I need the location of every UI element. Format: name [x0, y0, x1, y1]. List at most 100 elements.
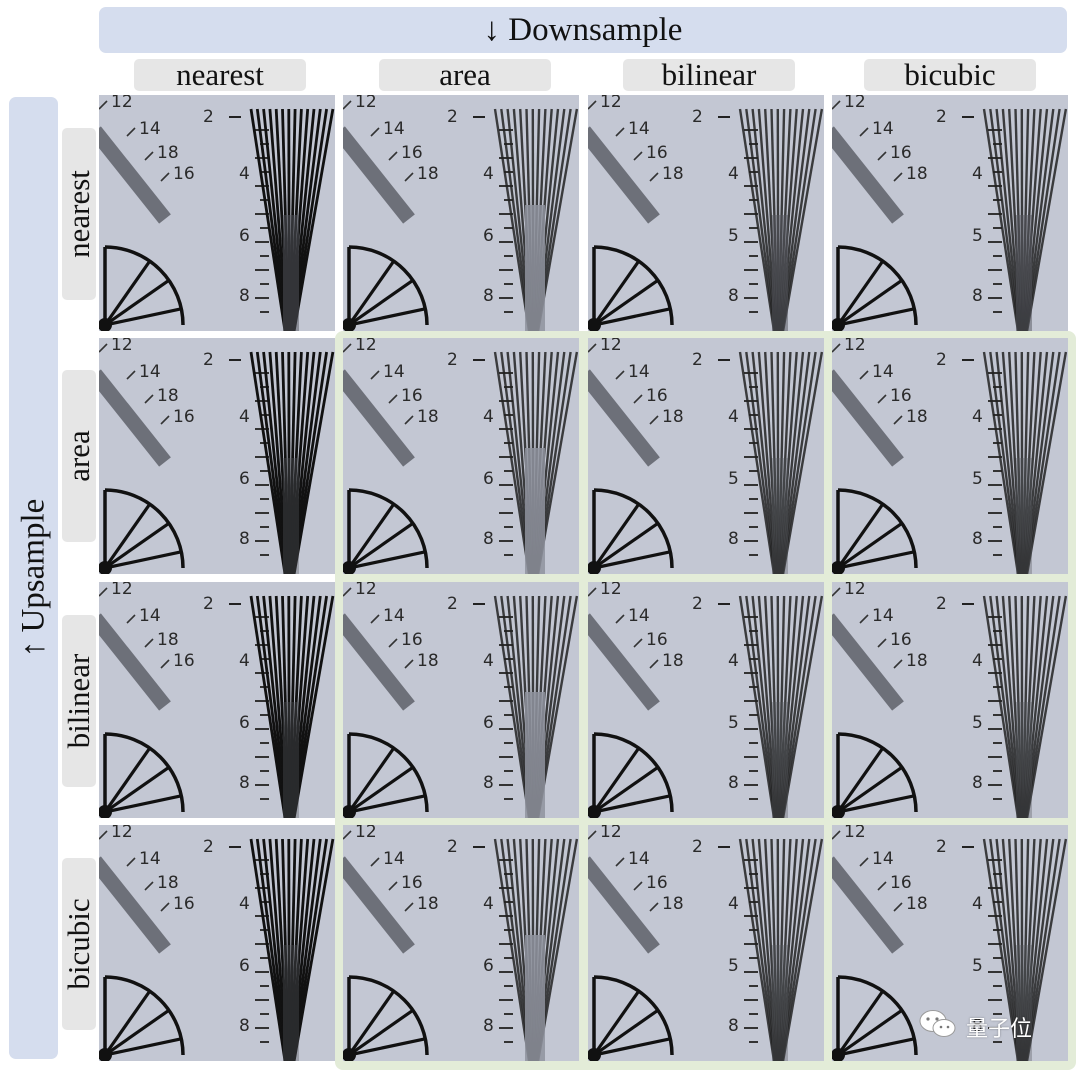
chart-number: 14: [628, 849, 650, 869]
radial-wheel: [99, 245, 185, 331]
tick-line: [859, 857, 869, 867]
chart-number: 18: [417, 894, 439, 914]
chart-number: 2: [447, 837, 458, 857]
chart-number: 2: [203, 107, 214, 127]
chart-number: 6: [239, 956, 250, 976]
tile-up-area-down-bilinear: 12 14 16 18 2 4 5 8: [588, 338, 824, 574]
chart-number: 14: [139, 119, 161, 139]
chart-number: 18: [157, 386, 179, 406]
chart-number: 4: [483, 894, 494, 914]
chart-number: 8: [483, 773, 494, 793]
chart-number: 5: [972, 469, 983, 489]
chart-number: 12: [355, 582, 377, 599]
chart-number: 14: [628, 362, 650, 382]
chart-number: 16: [401, 386, 423, 406]
row-label-area: area: [61, 370, 96, 542]
chart-number: 18: [906, 894, 928, 914]
chart-number: 2: [936, 837, 947, 857]
chart-number: 12: [600, 825, 622, 842]
chart-number: 18: [662, 164, 684, 184]
chart-number: 2: [692, 837, 703, 857]
tick-line: [877, 881, 887, 891]
wechat-icon: [918, 1008, 958, 1046]
chart-number: 12: [844, 582, 866, 599]
chart-number: 18: [906, 164, 928, 184]
tick-line: [404, 902, 414, 912]
tick-line: [588, 100, 597, 110]
tick-line: [343, 830, 352, 840]
chart-number: 12: [111, 338, 133, 355]
stripe-wedge: [982, 351, 1068, 574]
upsample-label: ↑ Upsample: [15, 498, 51, 658]
chart-number: 18: [662, 651, 684, 671]
chart-number: 4: [483, 651, 494, 671]
tick-line: [370, 857, 380, 867]
chart-number: 4: [483, 407, 494, 427]
chart-number: 4: [239, 894, 250, 914]
tick-line: [126, 857, 136, 867]
tick-line: [633, 151, 643, 161]
stripe-wedge: [249, 351, 335, 574]
tick-line: [615, 127, 625, 137]
tick-line: [126, 127, 136, 137]
tick-line: [588, 830, 597, 840]
chart-number: 12: [111, 95, 133, 112]
radial-wheel: [832, 488, 918, 574]
chart-number: 14: [872, 606, 894, 626]
chart-number: 14: [628, 606, 650, 626]
chart-number: 16: [401, 143, 423, 163]
chart-number: 14: [872, 119, 894, 139]
chart-number: 16: [646, 143, 668, 163]
radial-wheel: [99, 488, 185, 574]
chart-number: 5: [728, 226, 739, 246]
chart-number: 14: [139, 362, 161, 382]
tick-line: [99, 830, 108, 840]
radial-wheel: [99, 975, 185, 1061]
column-label-bicubic: bicubic: [864, 57, 1036, 92]
chart-number: 8: [728, 286, 739, 306]
chart-number: 18: [417, 651, 439, 671]
downsample-header: ↓ Downsample: [99, 7, 1067, 53]
chart-number: 14: [383, 849, 405, 869]
radial-wheel: [588, 245, 674, 331]
chart-number: 4: [972, 164, 983, 184]
tick-line: [144, 638, 154, 648]
chart-number: 4: [728, 407, 739, 427]
tick-line: [370, 370, 380, 380]
stripe-wedge: [738, 838, 824, 1061]
tile-up-nearest-down-bicubic: 12 14 16 18 2 4 5 8: [832, 95, 1068, 331]
tick-line: [649, 659, 659, 669]
radial-wheel: [99, 732, 185, 818]
stripe-wedge: [249, 595, 335, 818]
chart-number: 8: [728, 1016, 739, 1036]
chart-number: 6: [239, 469, 250, 489]
chart-number: 2: [936, 594, 947, 614]
chart-number: 5: [728, 469, 739, 489]
radial-wheel: [343, 732, 429, 818]
stripe-wedge: [738, 351, 824, 574]
stripe-wedge: [249, 838, 335, 1061]
chart-number: 16: [890, 873, 912, 893]
chart-number: 12: [600, 582, 622, 599]
tick-line: [404, 659, 414, 669]
tick-line: [615, 857, 625, 867]
tile-up-bilinear-down-area: 12 14 16 18 2 4 6 8: [343, 582, 579, 818]
radial-wheel: [832, 732, 918, 818]
tile-up-bicubic-down-area: 12 14 16 18 2 4 6 8: [343, 825, 579, 1061]
chart-number: 12: [600, 338, 622, 355]
chart-number: 14: [383, 362, 405, 382]
chart-number: 12: [844, 825, 866, 842]
chart-number: 14: [383, 119, 405, 139]
tick-line: [649, 172, 659, 182]
chart-number: 4: [483, 164, 494, 184]
row-label-nearest: nearest: [61, 128, 96, 300]
chart-number: 5: [728, 956, 739, 976]
tick-line: [144, 151, 154, 161]
chart-number: 4: [728, 894, 739, 914]
tick-line: [832, 100, 841, 110]
chart-number: 6: [239, 713, 250, 733]
tick-line: [649, 415, 659, 425]
tile-up-bilinear-down-bilinear: 12 14 16 18 2 4 5 8: [588, 582, 824, 818]
chart-number: 2: [692, 350, 703, 370]
watermark: 量子位: [918, 1008, 1032, 1046]
